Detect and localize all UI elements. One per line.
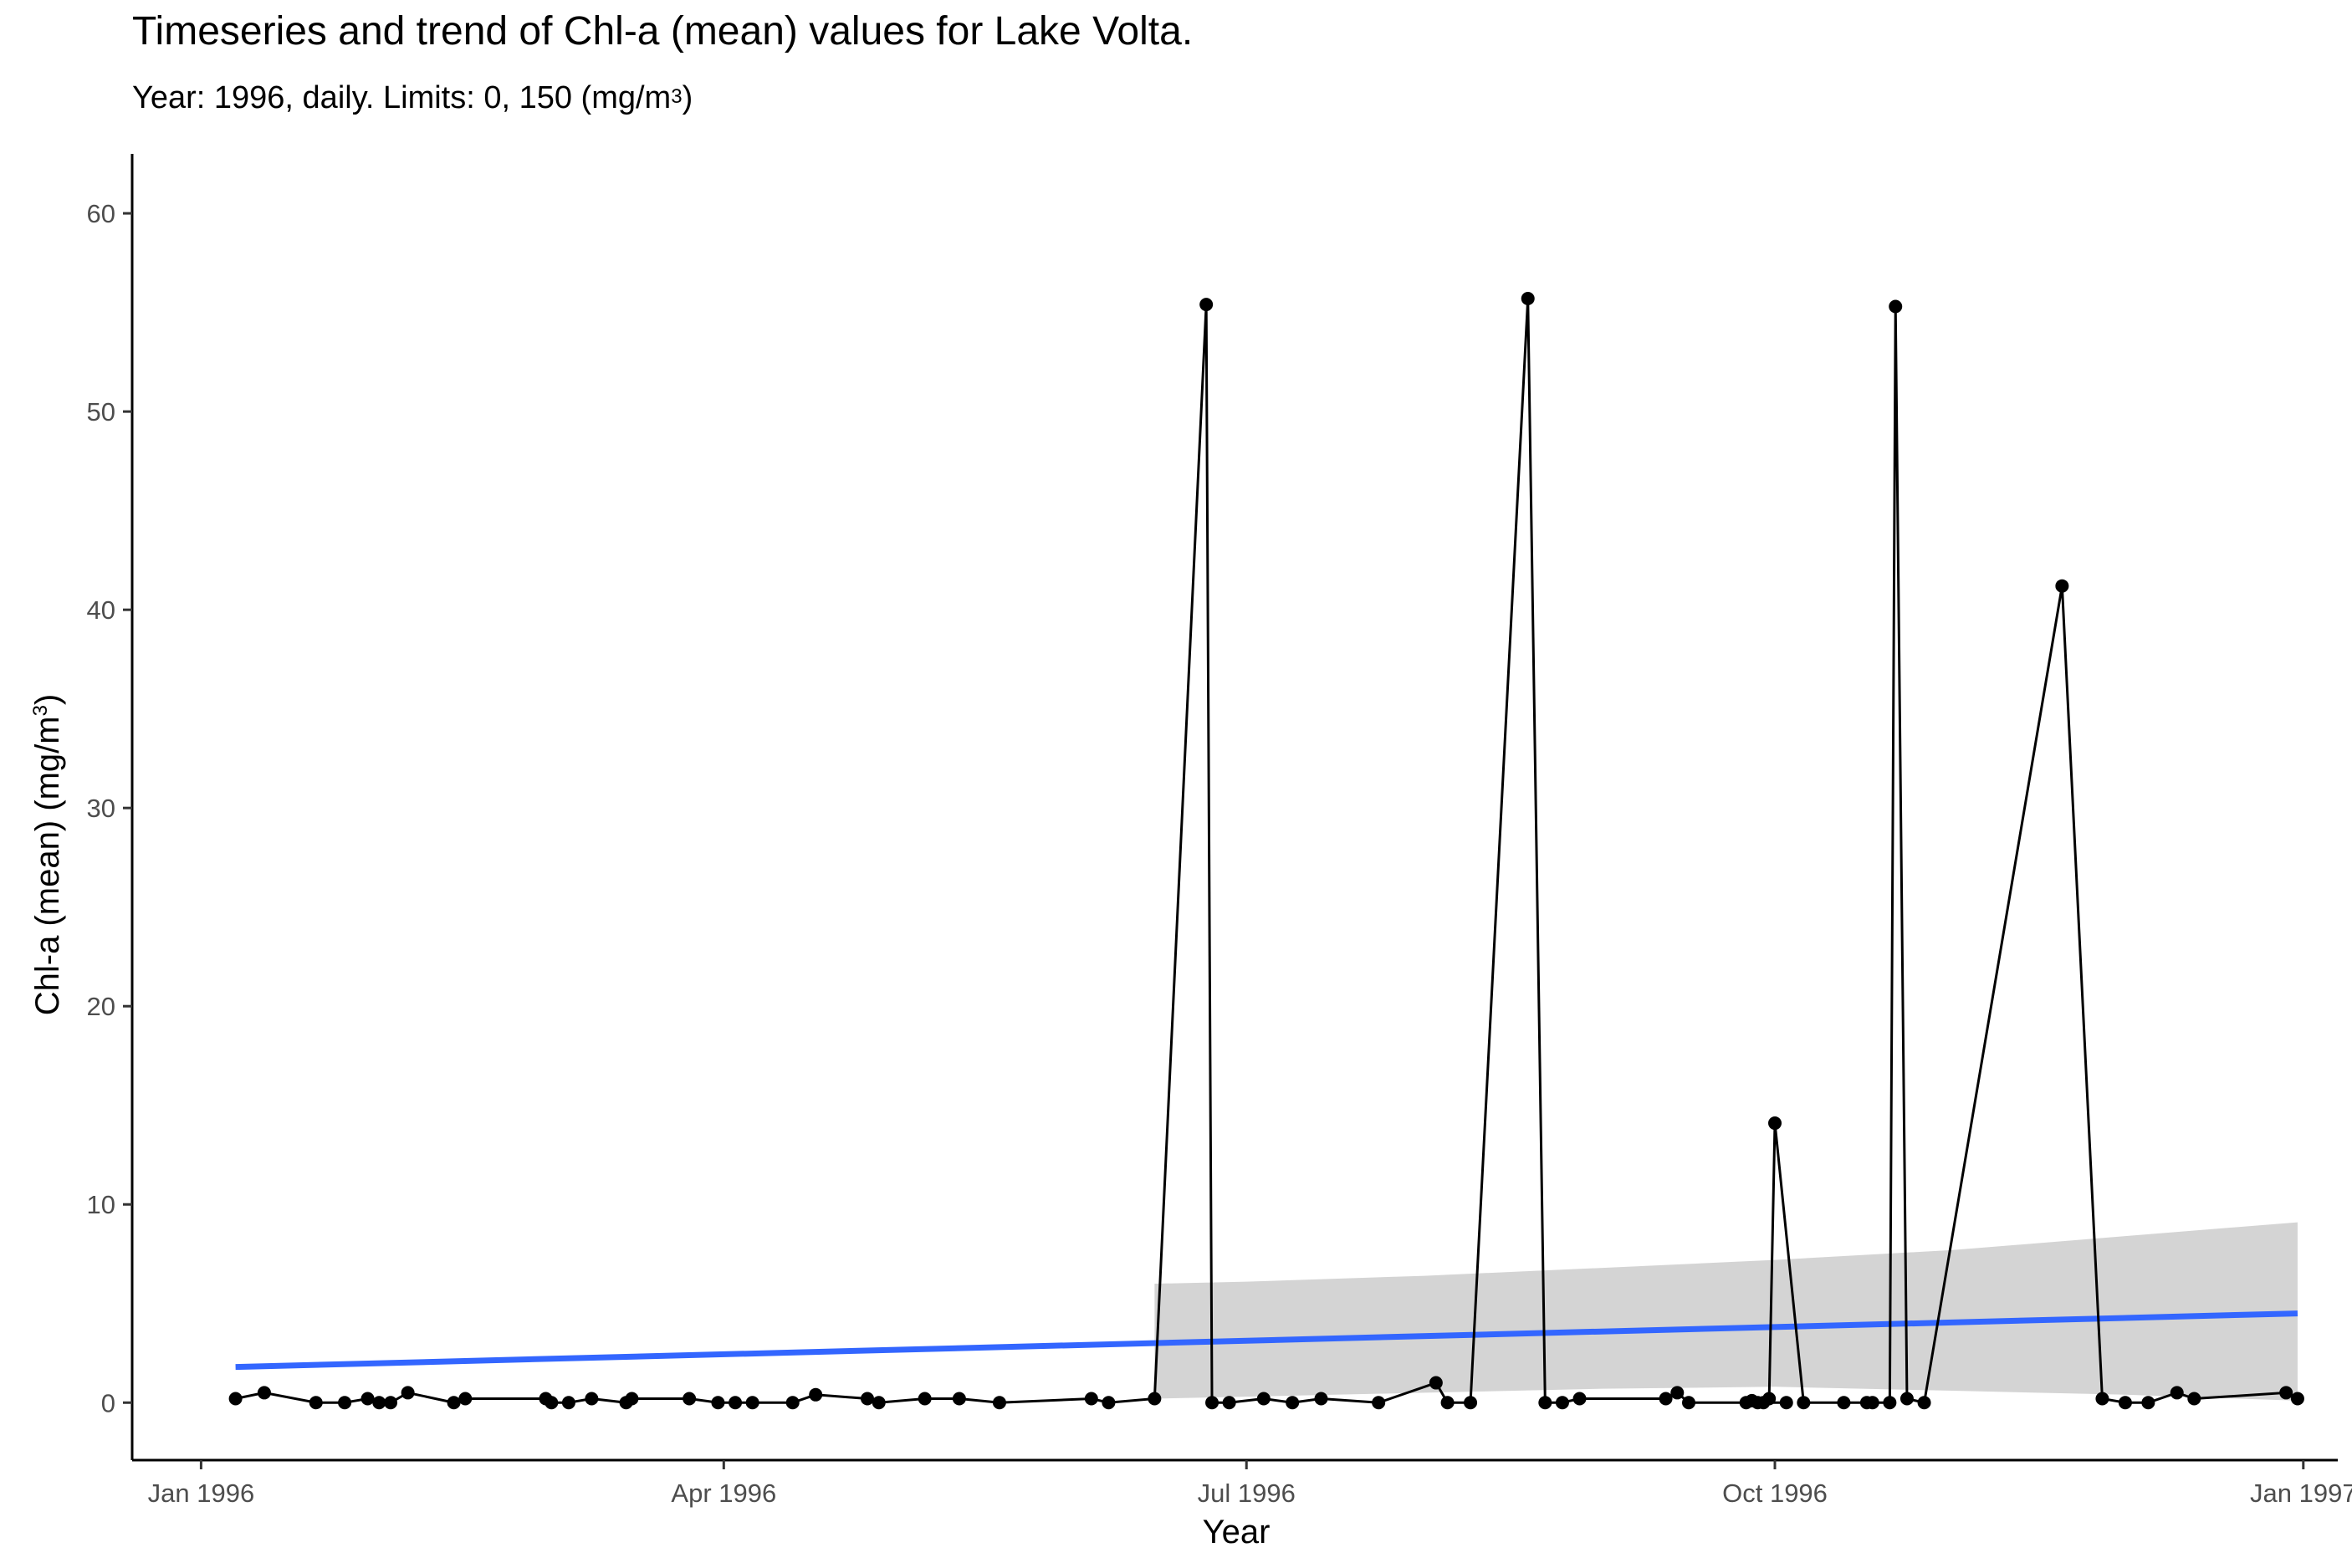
data-point [561,1396,575,1410]
data-point [683,1392,697,1406]
data-point [1372,1396,1386,1410]
data-point [1883,1396,1897,1410]
data-point [1464,1396,1478,1410]
x-tick-label: Jul 1996 [1198,1479,1296,1508]
chart-title: Timeseries and trend of Chl-a (mean) val… [132,9,1194,54]
data-point [1837,1396,1851,1410]
data-point [1917,1396,1931,1410]
data-point [2055,579,2069,593]
x-axis-title: Year [1203,1514,1271,1550]
confidence-ribbon-layer [1154,1222,2298,1401]
data-point [1084,1392,1098,1406]
data-point [2095,1392,2109,1406]
y-tick-label: 10 [87,1190,115,1219]
data-point [1889,299,1903,314]
chart-subtitle-suffix: ) [682,80,693,115]
data-point [1205,1396,1219,1410]
data-point [309,1396,323,1410]
data-point [1521,292,1535,306]
data-point [1659,1392,1673,1406]
y-axis-title-suffix: ) [29,694,66,705]
x-tick-label: Oct 1996 [1722,1479,1828,1508]
data-point [1682,1396,1696,1410]
data-point [1899,1392,1914,1406]
data-point [1286,1396,1300,1410]
data-point [872,1396,886,1410]
chart-subtitle-text: Year: 1996, daily. Limits: 0, 150 (mg/m [132,80,672,115]
chart-subtitle-superscript: 3 [671,85,683,108]
data-point [1745,1393,1759,1407]
y-tick-label: 30 [87,794,115,823]
y-axis-title-superscript: 3 [29,705,52,716]
data-point [1670,1386,1685,1400]
data-point [447,1396,461,1410]
data-point [861,1392,874,1406]
ticks-layer: 0 10 20 30 40 50 60 Jan 1996 Apr 1996 Jul 1996 Oct… [87,199,2352,1508]
data-point [2170,1386,2184,1400]
data-point [2290,1392,2304,1406]
data-point [1797,1396,1811,1410]
data-point [372,1396,386,1410]
data-point [1102,1396,1116,1410]
trend-line [235,1310,2298,1371]
data-point [1555,1396,1569,1410]
data-point [729,1396,743,1410]
data-point [401,1386,415,1400]
data-point [1538,1396,1552,1410]
series-layer [228,292,2304,1410]
data-point [228,1392,243,1406]
data-point [745,1396,759,1410]
data-point [1768,1116,1782,1131]
data-point [809,1387,823,1402]
y-tick-label: 0 [101,1388,115,1417]
data-point [2187,1392,2201,1406]
data-point [338,1396,352,1410]
data-point [384,1396,398,1410]
x-tick-label: Apr 1996 [671,1479,776,1508]
data-point [2279,1386,2293,1400]
y-tick-label: 20 [87,992,115,1021]
data-point [1314,1392,1328,1406]
data-point [1779,1396,1793,1410]
data-point [585,1392,599,1406]
y-tick-label: 60 [87,199,115,228]
data-point [1572,1392,1587,1406]
data-point [545,1396,559,1410]
data-point [1865,1396,1879,1410]
data-point [1440,1396,1455,1410]
y-axis-title: Chl-a (mean) (mg/m3) [29,694,66,1016]
x-tick-label: Jan 1997 [2250,1479,2352,1508]
x-tick-label: Jan 1996 [148,1479,255,1508]
data-point [257,1386,271,1400]
data-point [458,1392,473,1406]
data-point [1148,1392,1162,1406]
data-point [360,1392,375,1406]
series-line [235,298,2298,1405]
data-point [952,1392,966,1406]
data-point [1429,1376,1443,1390]
data-point [785,1396,800,1410]
data-point [625,1392,639,1406]
data-point [711,1396,725,1410]
data-point [918,1392,932,1406]
y-axis-title-text: Chl-a (mean) (mg/m [29,716,66,1015]
y-tick-label: 40 [87,595,115,625]
data-point [1199,298,1214,312]
data-point [1762,1392,1777,1406]
trend-layer [235,1310,2298,1371]
data-point [992,1396,1006,1410]
chart-subtitle: Year: 1996, daily. Limits: 0, 150 (mg/m3… [132,80,693,116]
confidence-ribbon [1154,1222,2298,1401]
data-point [1222,1396,1236,1410]
data-point [2118,1396,2132,1410]
y-tick-label: 50 [87,397,115,426]
data-point [2141,1396,2155,1410]
data-point [1256,1392,1271,1406]
